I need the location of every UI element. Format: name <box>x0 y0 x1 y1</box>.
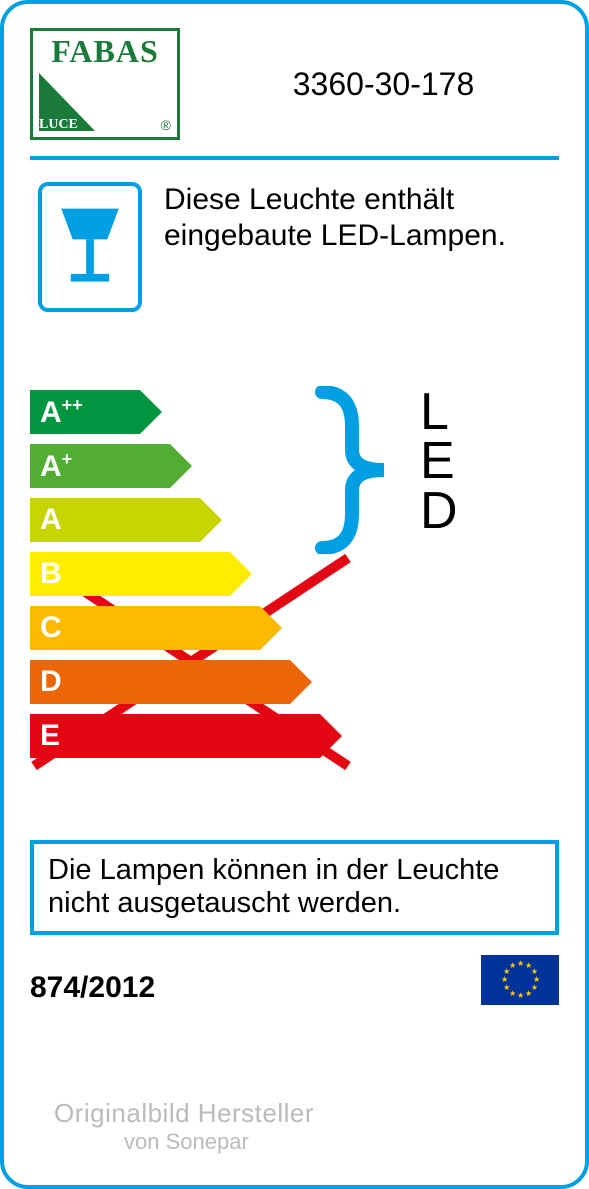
brand-sub: LUCE <box>39 117 78 133</box>
energy-bar-label: A++ <box>40 395 83 430</box>
info-text: Diese Leuchte enthält eingebaute LED-Lam… <box>164 182 551 254</box>
energy-bar-Aplus: A+ <box>30 444 170 488</box>
lamp-icon <box>42 199 138 295</box>
energy-bar-label: C <box>40 611 62 645</box>
watermark-text: Originalbild Hersteller <box>54 1098 314 1129</box>
energy-bar-label: D <box>40 665 62 699</box>
energy-bar-label: B <box>40 557 62 591</box>
energy-bar-label: A+ <box>40 449 72 484</box>
header: FABAS LUCE ® 3360-30-178 <box>30 28 559 140</box>
energy-bar-E: E <box>30 714 320 758</box>
energy-bar-D: D <box>30 660 290 704</box>
brand-logo: FABAS LUCE ® <box>30 28 180 140</box>
brand-registered: ® <box>161 117 171 133</box>
regulation-number: 874/2012 <box>30 971 155 1005</box>
eu-flag-icon: ★★★★★★★★★★★★ <box>481 955 559 1005</box>
led-label: LED <box>420 388 464 536</box>
brand-name: FABAS <box>33 31 177 70</box>
footer: 874/2012 ★★★★★★★★★★★★ <box>30 955 559 1005</box>
divider <box>30 156 559 160</box>
note-box: Die Lampen können in der Leuchte nicht a… <box>30 840 559 935</box>
energy-bar-label: A <box>40 503 62 537</box>
energy-bar-Aplusplus: A++ <box>30 390 140 434</box>
lamp-icon-box <box>38 182 142 312</box>
energy-bar-A: A <box>30 498 200 542</box>
watermark-text-2: von Sonepar <box>124 1129 249 1155</box>
energy-bar-B: B <box>30 552 230 596</box>
energy-label: FABAS LUCE ® 3360-30-178 Diese Leuchte e… <box>0 0 589 1189</box>
energy-bar-label: E <box>40 719 60 753</box>
product-code: 3360-30-178 <box>208 66 559 103</box>
brace-icon <box>312 386 412 559</box>
info-row: Diese Leuchte enthält eingebaute LED-Lam… <box>30 182 559 312</box>
energy-chart: LED A++ A+ ABCDE <box>30 390 559 820</box>
energy-bar-C: C <box>30 606 260 650</box>
